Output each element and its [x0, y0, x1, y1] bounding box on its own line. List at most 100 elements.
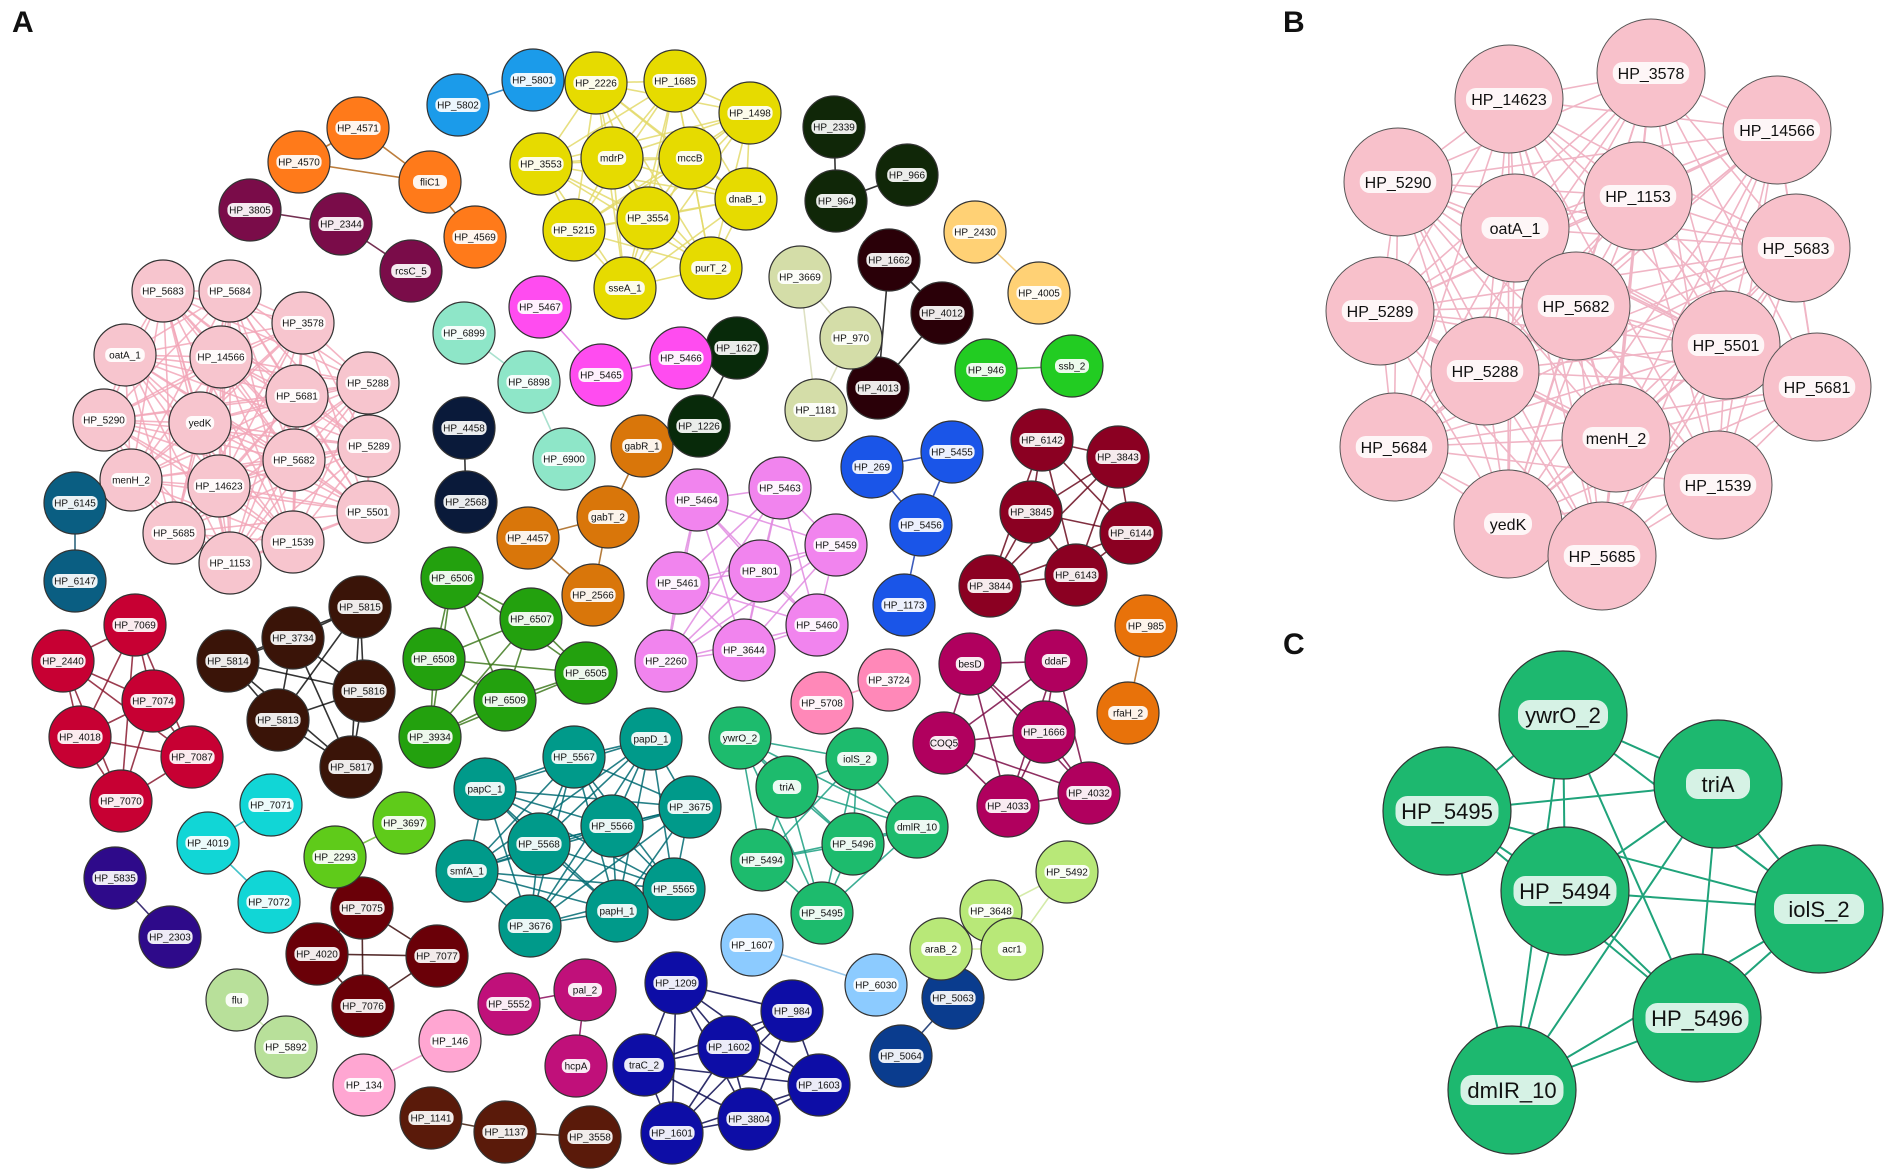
- network-node[interactable]: HP_14623: [187, 454, 251, 518]
- network-node[interactable]: HP_5817: [319, 735, 383, 799]
- network-node[interactable]: acr1: [980, 917, 1044, 981]
- network-node[interactable]: HP_5682: [1521, 251, 1631, 361]
- network-node[interactable]: HP_3724: [857, 648, 921, 712]
- network-node[interactable]: HP_5494: [1500, 826, 1630, 956]
- network-node[interactable]: HP_970: [819, 306, 883, 370]
- network-node[interactable]: HP_801: [728, 539, 792, 603]
- network-node[interactable]: HP_4571: [326, 96, 390, 160]
- network-node[interactable]: dnaB_1: [714, 167, 778, 231]
- network-node[interactable]: HP_6143: [1044, 543, 1108, 607]
- network-node[interactable]: HP_5456: [889, 493, 953, 557]
- network-node[interactable]: HP_1137: [473, 1100, 537, 1164]
- network-node[interactable]: HP_5467: [508, 275, 572, 339]
- network-node[interactable]: HP_14566: [1722, 75, 1832, 185]
- network-node[interactable]: traC_2: [612, 1033, 676, 1097]
- network-node[interactable]: HP_3844: [958, 554, 1022, 618]
- network-node[interactable]: HP_6030: [844, 953, 908, 1017]
- network-node[interactable]: HP_4019: [176, 811, 240, 875]
- network-node[interactable]: HP_5501: [336, 480, 400, 544]
- network-node[interactable]: HP_1153: [1583, 141, 1693, 251]
- network-node[interactable]: HP_2339: [802, 95, 866, 159]
- network-node[interactable]: HP_3644: [712, 618, 776, 682]
- network-node[interactable]: HP_3554: [616, 186, 680, 250]
- network-node[interactable]: HP_7069: [103, 593, 167, 657]
- network-node[interactable]: HP_5289: [1325, 256, 1435, 366]
- network-node[interactable]: HP_134: [332, 1053, 396, 1117]
- network-node[interactable]: HP_3669: [768, 245, 832, 309]
- network-node[interactable]: HP_4005: [1007, 261, 1071, 325]
- network-node[interactable]: HP_3553: [509, 132, 573, 196]
- network-node[interactable]: rcsC_5: [379, 239, 443, 303]
- network-node[interactable]: gabR_1: [610, 414, 674, 478]
- network-node[interactable]: HP_7077: [405, 924, 469, 988]
- network-node[interactable]: HP_7071: [239, 773, 303, 837]
- network-node[interactable]: smfA_1: [435, 839, 499, 903]
- network-node[interactable]: HP_1662: [857, 228, 921, 292]
- network-node[interactable]: HP_4033: [976, 774, 1040, 838]
- network-node[interactable]: HP_964: [804, 169, 868, 233]
- network-node[interactable]: HP_5465: [569, 343, 633, 407]
- network-node[interactable]: HP_1209: [644, 951, 708, 1015]
- network-node[interactable]: HP_5568: [507, 812, 571, 876]
- network-node[interactable]: HP_3578: [271, 291, 335, 355]
- network-node[interactable]: HP_269: [840, 435, 904, 499]
- network-node[interactable]: HP_146: [418, 1009, 482, 1073]
- network-node[interactable]: menH_2: [99, 448, 163, 512]
- network-node[interactable]: HP_5684: [198, 259, 262, 323]
- network-node[interactable]: HP_3697: [372, 791, 436, 855]
- network-node[interactable]: HP_4570: [267, 130, 331, 194]
- network-node[interactable]: HP_5496: [821, 812, 885, 876]
- network-node[interactable]: triA: [755, 755, 819, 819]
- network-node[interactable]: HP_5813: [246, 688, 310, 752]
- network-node[interactable]: HP_1603: [787, 1053, 851, 1117]
- network-node[interactable]: HP_5816: [332, 659, 396, 723]
- network-node[interactable]: HP_5460: [785, 593, 849, 657]
- network-node[interactable]: HP_4013: [846, 356, 910, 420]
- network-node[interactable]: iolS_2: [1754, 844, 1884, 974]
- network-node[interactable]: HP_3675: [658, 775, 722, 839]
- network-node[interactable]: HP_1181: [784, 378, 848, 442]
- network-node[interactable]: HP_5290: [72, 388, 136, 452]
- network-node[interactable]: araB_2: [909, 917, 973, 981]
- network-node[interactable]: HP_5495: [790, 881, 854, 945]
- network-node[interactable]: mdrP: [580, 126, 644, 190]
- network-node[interactable]: menH_2: [1561, 383, 1671, 493]
- network-node[interactable]: HP_3734: [261, 606, 325, 670]
- network-node[interactable]: dmIR_10: [1447, 1025, 1577, 1155]
- network-node[interactable]: HP_6900: [532, 427, 596, 491]
- network-node[interactable]: HP_14566: [189, 325, 253, 389]
- network-node[interactable]: papC_1: [453, 757, 517, 821]
- network-node[interactable]: HP_5681: [1762, 332, 1872, 442]
- network-node[interactable]: HP_5684: [1339, 392, 1449, 502]
- network-node[interactable]: HP_5064: [869, 1024, 933, 1088]
- network-node[interactable]: HP_7070: [89, 769, 153, 833]
- network-node[interactable]: HP_4032: [1057, 761, 1121, 825]
- network-node[interactable]: HP_7075: [330, 876, 394, 940]
- network-node[interactable]: HP_1226: [667, 394, 731, 458]
- network-node[interactable]: HP_5683: [1741, 193, 1851, 303]
- network-node[interactable]: HP_5565: [642, 857, 706, 921]
- network-node[interactable]: HP_5289: [337, 414, 401, 478]
- network-node[interactable]: HP_2260: [634, 629, 698, 693]
- network-node[interactable]: oatA_1: [1460, 173, 1570, 283]
- network-node[interactable]: HP_2430: [943, 200, 1007, 264]
- network-node[interactable]: yedK: [168, 391, 232, 455]
- network-node[interactable]: papD_1: [619, 707, 683, 771]
- network-node[interactable]: HP_2293: [303, 825, 367, 889]
- network-node[interactable]: HP_2440: [31, 629, 95, 693]
- network-node[interactable]: besD: [938, 632, 1002, 696]
- network-node[interactable]: HP_5801: [501, 48, 565, 112]
- network-node[interactable]: HP_5567: [542, 725, 606, 789]
- network-node[interactable]: HP_4020: [285, 922, 349, 986]
- network-node[interactable]: HP_6144: [1099, 501, 1163, 565]
- network-node[interactable]: rfaH_2: [1096, 681, 1160, 745]
- network-node[interactable]: HP_5685: [142, 501, 206, 565]
- network-node[interactable]: HP_6508: [402, 627, 466, 691]
- network-node[interactable]: flu: [205, 968, 269, 1032]
- network-node[interactable]: HP_5708: [790, 671, 854, 735]
- network-node[interactable]: HP_1539: [261, 510, 325, 574]
- network-node[interactable]: HP_5682: [262, 428, 326, 492]
- network-node[interactable]: HP_3934: [398, 705, 462, 769]
- network-node[interactable]: HP_3843: [1086, 425, 1150, 489]
- network-node[interactable]: HP_1602: [697, 1015, 761, 1079]
